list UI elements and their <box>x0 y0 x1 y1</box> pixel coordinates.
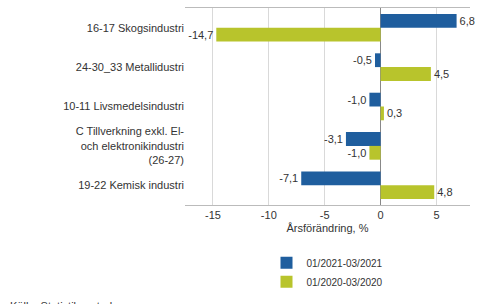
svg-text:C Tillverkning exkl. El-och el: C Tillverkning exkl. El-och elektronikin… <box>76 125 185 166</box>
svg-text:4,5: 4,5 <box>434 68 449 80</box>
svg-text:-7,1: -7,1 <box>279 172 298 184</box>
svg-text:-14,7: -14,7 <box>188 29 213 41</box>
svg-text:-0,5: -0,5 <box>353 54 372 66</box>
svg-text:24-30_33 Metallidustri: 24-30_33 Metallidustri <box>76 61 184 73</box>
svg-text:0,3: 0,3 <box>387 107 402 119</box>
svg-text:-1,0: -1,0 <box>347 94 366 106</box>
svg-text:-1,0: -1,0 <box>347 147 366 159</box>
svg-text:-5: -5 <box>320 209 330 221</box>
svg-text:6,8: 6,8 <box>460 15 475 27</box>
svg-text:01/2021-03/2021: 01/2021-03/2021 <box>307 258 383 269</box>
svg-text:5: 5 <box>433 209 439 221</box>
svg-text:4,8: 4,8 <box>437 186 452 198</box>
svg-text:-3,1: -3,1 <box>324 133 343 145</box>
svg-text:0: 0 <box>378 209 384 221</box>
svg-text:19-22 Kemisk industri: 19-22 Kemisk industri <box>78 179 184 191</box>
svg-text:-15: -15 <box>205 209 221 221</box>
svg-text:01/2020-03/2020: 01/2020-03/2020 <box>307 277 383 288</box>
svg-text:Källa: Statistikcentralen: Källa: Statistikcentralen <box>10 300 124 304</box>
svg-text:10-11 Livsmedelsindustri: 10-11 Livsmedelsindustri <box>63 100 184 112</box>
svg-text:16-17 Skogsindustri: 16-17 Skogsindustri <box>87 22 184 34</box>
svg-text:Årsförändring, %: Årsförändring, % <box>287 222 369 234</box>
svg-text:-10: -10 <box>261 209 277 221</box>
